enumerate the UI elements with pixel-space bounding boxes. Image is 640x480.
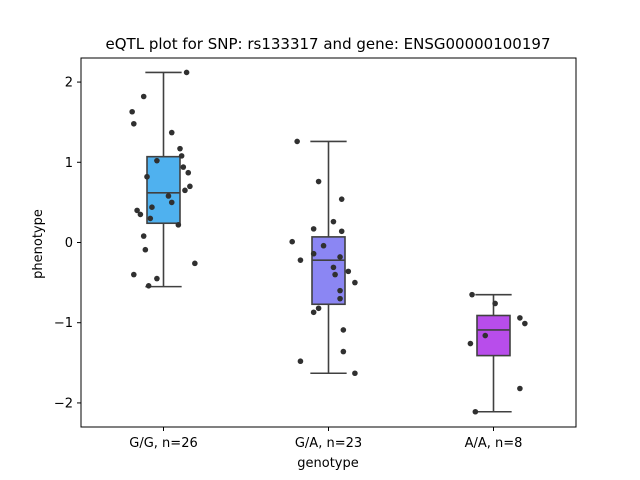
data-point: [175, 222, 182, 228]
data-point: [337, 287, 343, 294]
data-point: [129, 108, 135, 115]
data-point: [131, 120, 137, 127]
y-tick-label: 1: [65, 156, 73, 171]
strip-points: [289, 138, 358, 377]
strip-points: [129, 69, 198, 289]
x-tick-label: G/A, n=23: [295, 436, 362, 451]
data-point: [182, 187, 188, 194]
data-point: [185, 169, 192, 176]
data-point: [337, 295, 343, 302]
data-point: [315, 178, 322, 185]
data-point: [310, 309, 317, 316]
data-point: [297, 257, 304, 263]
data-point: [340, 327, 347, 333]
data-point: [180, 164, 187, 170]
data-point: [154, 275, 160, 282]
data-point: [472, 408, 479, 415]
x-axis-title: genotype: [297, 456, 358, 471]
y-tick-label: −2: [54, 396, 73, 411]
strip-points: [467, 291, 528, 415]
data-point: [131, 271, 137, 278]
data-point: [168, 199, 175, 206]
data-point: [297, 358, 304, 365]
chart-title: eQTL plot for SNP: rs133317 and gene: EN…: [106, 35, 551, 53]
y-tick-label: 0: [65, 236, 73, 251]
data-point: [332, 271, 338, 278]
data-point: [145, 283, 152, 289]
data-point: [330, 264, 337, 271]
iqr-box: [476, 314, 511, 357]
data-point: [147, 215, 154, 222]
data-point: [492, 300, 498, 307]
data-point: [338, 228, 345, 235]
x-tick-label: A/A, n=8: [465, 436, 523, 451]
data-point: [165, 193, 172, 199]
data-point: [144, 173, 150, 180]
data-point: [345, 268, 352, 275]
box-group: [145, 71, 182, 288]
iqr-box: [311, 236, 346, 306]
data-point: [140, 93, 147, 100]
axes: −2 −1 0 1 2 G/G, n=26 G/A, n=23 A/A, n=8: [54, 57, 577, 451]
y-tick-label: 2: [65, 76, 73, 91]
data-point: [337, 254, 343, 260]
data-point: [149, 204, 155, 211]
data-point: [338, 196, 345, 202]
y-axis-title: phenotype: [31, 209, 46, 279]
data-point: [517, 385, 523, 392]
data-point: [310, 226, 317, 232]
box-group: [475, 293, 512, 413]
data-point: [310, 250, 317, 257]
x-tick-label: G/G, n=26: [129, 436, 197, 451]
data-point: [469, 291, 475, 298]
data-point: [352, 279, 358, 286]
data-point: [482, 332, 489, 339]
data-point: [294, 138, 300, 145]
data-point: [142, 246, 149, 253]
y-tick-label: −1: [54, 316, 73, 331]
data-point: [154, 157, 160, 164]
data-point: [187, 183, 193, 190]
plot-area: [129, 69, 528, 415]
data-point: [340, 348, 347, 355]
data-point: [178, 153, 185, 159]
data-point: [183, 69, 190, 76]
data-point: [177, 145, 183, 152]
data-point: [168, 129, 175, 136]
data-point: [134, 207, 140, 214]
data-point: [140, 233, 147, 239]
data-point: [320, 242, 327, 249]
data-point: [517, 315, 523, 321]
data-point: [522, 320, 528, 327]
data-point: [467, 340, 474, 347]
data-point: [192, 260, 198, 267]
iqr-box: [146, 155, 181, 225]
data-point: [137, 211, 144, 218]
data-point: [352, 370, 358, 377]
data-point: [330, 218, 337, 225]
data-point: [315, 305, 322, 312]
data-point: [289, 238, 296, 245]
